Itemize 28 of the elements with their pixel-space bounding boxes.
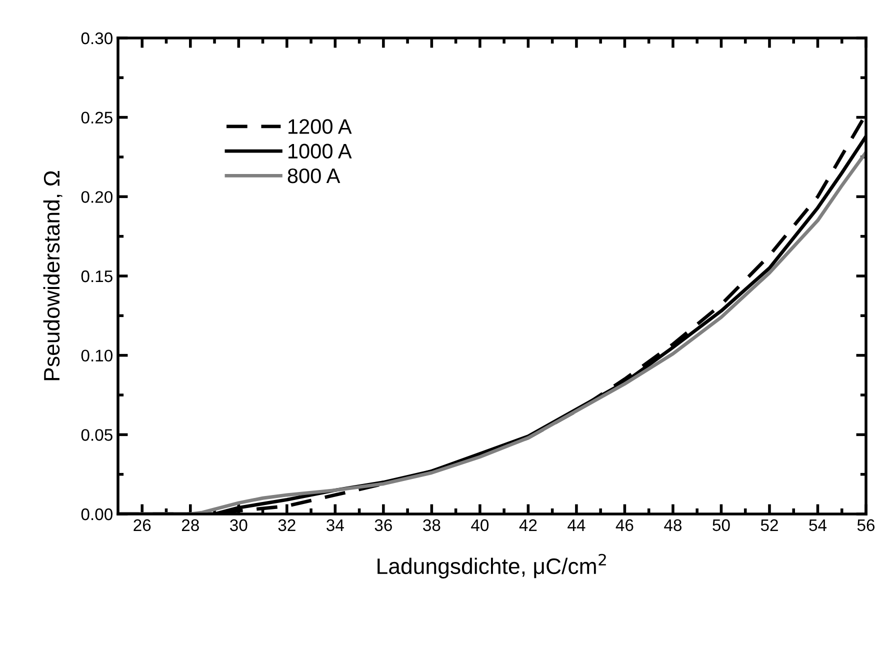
y-tick-label: 0.20 [81, 191, 112, 203]
legend-label: 800 A [288, 168, 340, 184]
x-tick-label: 56 [857, 519, 875, 532]
y-tick-label: 0.00 [81, 508, 112, 520]
x-tick-label: 42 [519, 519, 537, 531]
x-tick-label: 44 [568, 519, 586, 531]
x-tick-label: 50 [712, 519, 730, 532]
x-tick-label: 36 [374, 519, 392, 532]
y-tick-label: 0.25 [81, 112, 112, 124]
x-tick-label: 48 [664, 519, 682, 532]
y-tick-label: 0.15 [81, 270, 112, 282]
x-axis-title: Ladungsdichte, μC/cm$^{2}$ [378, 554, 606, 579]
x-tick-label: 40 [471, 519, 489, 532]
x-tick-label: 26 [134, 519, 151, 532]
legend-label: 1000 A [288, 144, 352, 159]
y-tick-label: 0.05 [81, 429, 112, 441]
x-tick-label: 52 [760, 519, 778, 532]
x-tick-label: 30 [230, 519, 248, 532]
y-axis-title: Pseudowiderstand, Ω [43, 171, 62, 380]
x-tick-label: 54 [809, 519, 827, 532]
legend-label: 1200 A [288, 119, 352, 134]
y-tick-label: 0.30 [81, 32, 112, 44]
y-tick-label: 0.10 [81, 350, 112, 362]
x-tick-label: 28 [182, 519, 199, 532]
x-tick-label: 38 [423, 519, 440, 532]
x-tick-label: 46 [616, 519, 634, 532]
x-tick-label: 32 [278, 519, 296, 532]
x-tick-label: 34 [326, 519, 344, 532]
